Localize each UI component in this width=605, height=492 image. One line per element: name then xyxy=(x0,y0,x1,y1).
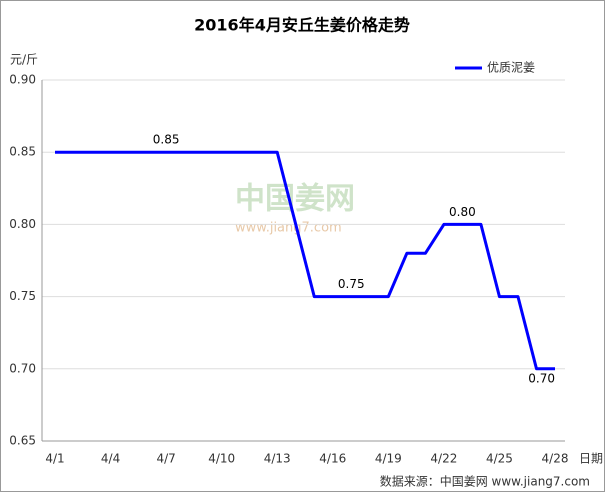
data-label: 0.80 xyxy=(449,205,476,219)
y-tick-label: 0.90 xyxy=(9,73,36,87)
x-tick-label: 4/16 xyxy=(319,452,346,466)
x-tick-label: 4/13 xyxy=(264,452,291,466)
x-tick-label: 4/4 xyxy=(101,452,120,466)
y-tick-label: 0.80 xyxy=(9,217,36,231)
x-axis-label: 日期 xyxy=(579,452,603,466)
x-tick-label: 4/1 xyxy=(45,452,64,466)
x-tick-label: 4/19 xyxy=(375,452,402,466)
x-tick-label: 4/7 xyxy=(156,452,175,466)
y-tick-label: 0.85 xyxy=(9,145,36,159)
source-note: 数据来源：中国姜网 www.jiang7.com xyxy=(380,474,590,489)
data-label: 0.85 xyxy=(153,133,180,147)
y-axis-label: 元/斤 xyxy=(10,53,38,67)
watermark: 中国姜网 xyxy=(235,182,355,217)
data-label: 0.75 xyxy=(338,277,365,291)
chart-title: 2016年4月安丘生姜价格走势 xyxy=(194,16,410,35)
x-tick-label: 4/10 xyxy=(208,452,235,466)
x-tick-label: 4/28 xyxy=(542,452,569,466)
data-line xyxy=(55,150,555,371)
x-tick-label: 4/22 xyxy=(430,452,457,466)
y-tick-label: 0.70 xyxy=(9,361,36,375)
x-tick-label: 4/25 xyxy=(486,452,513,466)
watermark: www.jiang7.com xyxy=(235,221,342,236)
y-tick-label: 0.65 xyxy=(9,434,36,448)
legend-label: 优质泥姜 xyxy=(487,61,535,75)
y-tick-label: 0.75 xyxy=(9,289,36,303)
data-label: 0.70 xyxy=(528,371,555,385)
